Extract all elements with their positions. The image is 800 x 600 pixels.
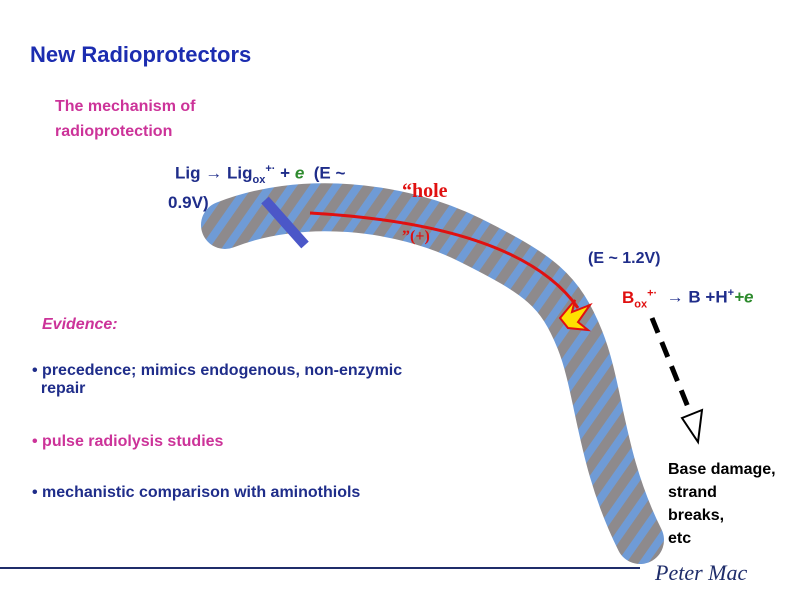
bullet: • mechanistic comparison with aminothiol… <box>32 484 361 501</box>
text: precedence; mimics endogenous, non-enzym… <box>42 362 403 379</box>
text: etc <box>668 530 692 547</box>
text: Lig <box>175 163 201 183</box>
text: +e <box>734 287 754 307</box>
text: breaks, <box>668 507 725 524</box>
text: ox <box>252 174 266 187</box>
hole-label: “hole <box>402 180 448 202</box>
bullet: • pulse radiolysis studies <box>32 433 224 450</box>
hole-transfer-arrow <box>309 211 580 309</box>
base-potential: (E ~ 1.2V) <box>588 250 661 267</box>
damage-burst <box>558 299 593 332</box>
text: repair <box>40 380 86 397</box>
arrow-head <box>680 408 704 445</box>
text: Lig <box>226 163 253 183</box>
dashed-arrow <box>649 317 693 413</box>
text: ox <box>634 298 648 311</box>
text: +· <box>647 287 658 299</box>
text: (E ~ <box>313 163 346 183</box>
text: strand <box>668 484 717 501</box>
subtitle: The mechanism of <box>55 98 196 115</box>
hole-label: ”(+) <box>402 228 430 245</box>
text: mechanistic comparison with aminothiols <box>42 484 361 501</box>
title: New Radioprotectors <box>30 42 252 67</box>
outcome: Base damage, strand breaks, etc <box>668 458 776 550</box>
text: Base damage, <box>668 461 776 478</box>
ligand <box>261 196 309 249</box>
text: e <box>294 163 305 183</box>
text: + <box>280 163 291 183</box>
subtitle: radioprotection <box>55 123 173 140</box>
text: B <box>622 287 635 307</box>
text: + <box>727 287 735 299</box>
base-equation: Box+· → B +H++e <box>622 287 753 310</box>
logo: Peter Mac <box>655 560 748 585</box>
potential: 0.9V) <box>168 193 209 212</box>
text: → <box>205 163 223 183</box>
dna-helix <box>201 183 664 564</box>
evidence-label: Evidence: <box>42 316 118 333</box>
text: +· <box>265 163 276 175</box>
text: B +H <box>688 287 728 307</box>
text: → <box>666 287 684 307</box>
text: pulse radiolysis studies <box>42 433 224 450</box>
bullet: • precedence; mimics endogenous, non-enz… <box>32 362 403 397</box>
ligand-equation: Lig → Ligox+· + e (E ~ <box>175 163 345 186</box>
